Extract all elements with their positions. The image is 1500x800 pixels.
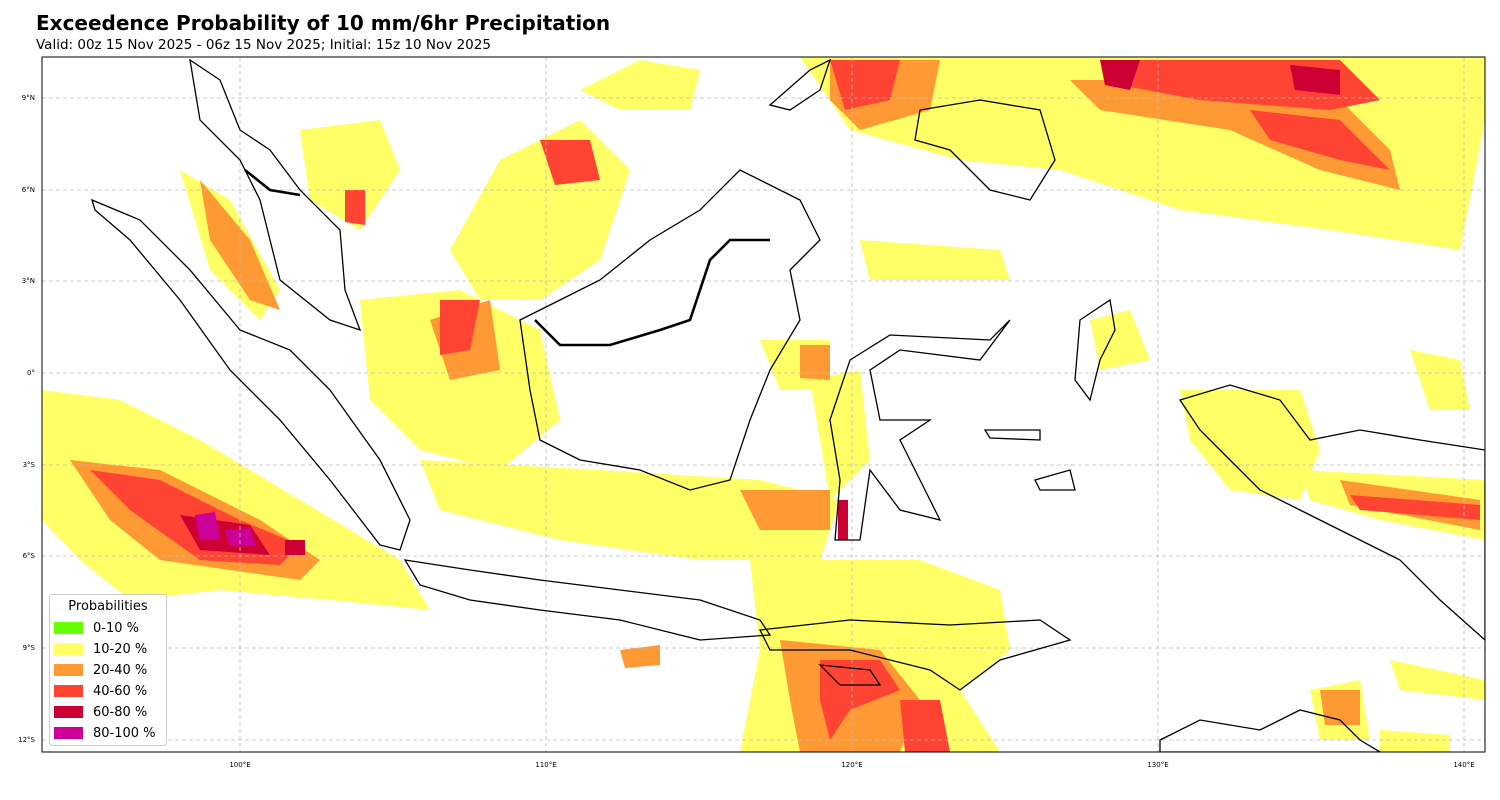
lat-tick: 6°S [23, 552, 36, 560]
lon-tick: 130°E [1147, 761, 1168, 769]
legend-swatch [54, 643, 83, 655]
malay-peninsula [189, 58, 362, 332]
legend-item: 80-100 % [54, 725, 156, 741]
legend: Probabilities 0-10 % 10-20 % 20-40 % 40-… [49, 594, 167, 746]
legend-label: 20-40 % [93, 662, 148, 678]
sulawesi [829, 319, 1011, 541]
lon-tick: 100°E [229, 761, 250, 769]
lat-tick: 12°S [18, 736, 35, 744]
borders [244, 168, 770, 347]
halmahera [1074, 298, 1116, 402]
legend-label: 80-100 % [93, 725, 156, 741]
palawan [1034, 469, 1076, 491]
lesser-sunda [759, 619, 1072, 691]
legend-label: 60-80 % [93, 704, 148, 720]
lat-tick: 3°N [22, 277, 35, 285]
legend-item: 40-60 % [54, 683, 147, 699]
lon-tick: 120°E [841, 761, 862, 769]
legend-label: 0-10 % [93, 620, 139, 636]
legend-title: Probabilities [68, 599, 148, 614]
timor [818, 664, 882, 686]
lon-tick: 140°E [1453, 761, 1474, 769]
lat-tick: 9°S [23, 644, 36, 652]
map-subtitle: Valid: 00z 15 Nov 2025 - 06z 15 Nov 2025… [36, 37, 491, 53]
philippines-north [768, 58, 832, 111]
lat-tick-labels: 9°N 6°N 3°N 0° 3°S 6°S 9°S 12°S [18, 94, 35, 744]
legend-swatch [54, 664, 83, 676]
sumatra [90, 198, 411, 551]
mindanao [914, 99, 1056, 201]
lon-tick: 110°E [535, 761, 556, 769]
legend-swatch [54, 622, 83, 634]
legend-swatch [54, 706, 83, 718]
java [403, 559, 772, 641]
legend-label: 10-20 % [93, 641, 148, 657]
legend-swatch [54, 727, 83, 739]
seram-buru [983, 429, 1041, 441]
lat-tick: 3°S [23, 461, 36, 469]
legend-item: 10-20 % [54, 641, 147, 657]
legend-swatch [54, 685, 83, 697]
new-guinea [1178, 384, 1485, 641]
legend-item: 20-40 % [54, 662, 147, 678]
australia [1159, 709, 1382, 752]
coastlines [90, 58, 1485, 752]
lat-tick: 0° [27, 369, 35, 377]
map-frame [41, 56, 1486, 753]
legend-item: 60-80 % [54, 704, 147, 720]
legend-item: 0-10 % [54, 620, 139, 636]
lat-tick: 6°N [22, 186, 35, 194]
lon-tick-labels: 100°E 110°E 120°E 130°E 140°E [229, 761, 1474, 769]
lat-tick: 9°N [22, 94, 35, 102]
legend-label: 40-60 % [93, 683, 148, 699]
gridlines [42, 57, 1485, 752]
map-title: Exceedence Probability of 10 mm/6hr Prec… [36, 11, 611, 35]
borneo [519, 169, 821, 491]
